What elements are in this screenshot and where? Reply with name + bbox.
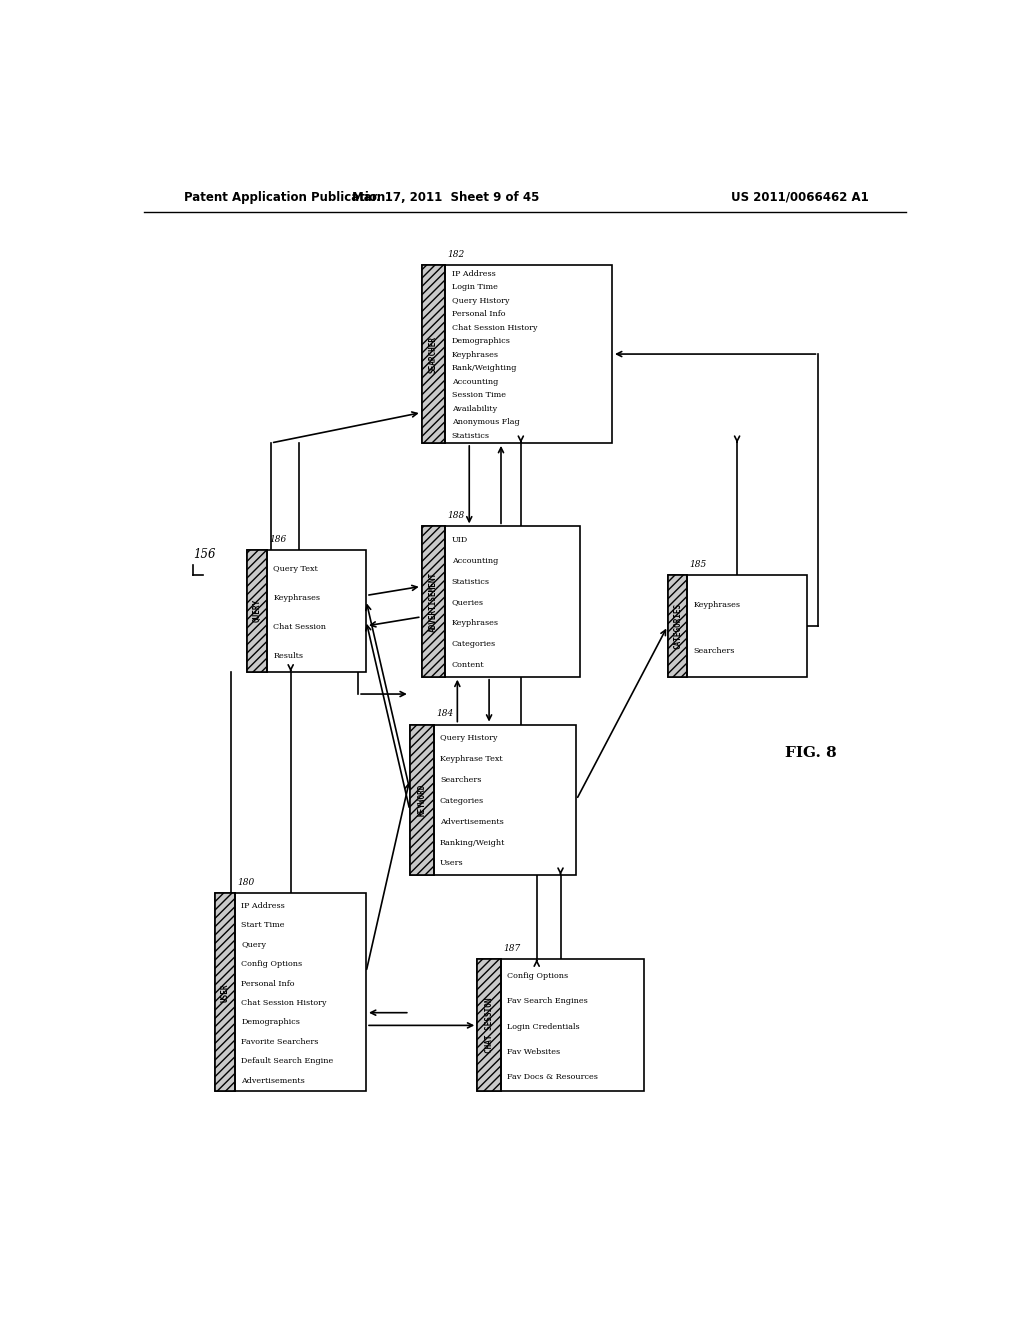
Text: QUERY: QUERY xyxy=(253,599,261,622)
Text: Chat Session History: Chat Session History xyxy=(242,999,327,1007)
Text: Rank/Weighting: Rank/Weighting xyxy=(452,364,517,372)
Text: Patent Application Publication: Patent Application Publication xyxy=(183,190,385,203)
Bar xyxy=(215,894,367,1092)
Text: Query History: Query History xyxy=(452,297,509,305)
Text: Results: Results xyxy=(273,652,303,660)
Text: UID: UID xyxy=(452,536,468,544)
Text: Login Credentials: Login Credentials xyxy=(507,1023,580,1031)
Bar xyxy=(247,549,367,672)
Text: FIG. 8: FIG. 8 xyxy=(784,746,837,760)
Bar xyxy=(422,265,612,444)
Text: 182: 182 xyxy=(447,249,465,259)
Bar xyxy=(215,894,236,1092)
Text: Login Time: Login Time xyxy=(452,284,498,292)
Text: CHAT SESSION: CHAT SESSION xyxy=(484,998,494,1053)
Text: 185: 185 xyxy=(690,560,708,569)
Text: 186: 186 xyxy=(269,535,287,544)
Text: Chat Session History: Chat Session History xyxy=(452,323,538,331)
Bar xyxy=(477,960,501,1092)
Text: Session Time: Session Time xyxy=(452,391,506,399)
Text: Query: Query xyxy=(242,941,266,949)
Text: Demographics: Demographics xyxy=(452,337,511,346)
Text: Personal Info: Personal Info xyxy=(452,310,505,318)
Bar xyxy=(422,265,445,444)
Text: Query History: Query History xyxy=(440,734,498,742)
Text: Start Time: Start Time xyxy=(242,921,285,929)
Text: Searchers: Searchers xyxy=(440,776,481,784)
Text: Advertisements: Advertisements xyxy=(242,1077,305,1085)
Text: Searchers: Searchers xyxy=(694,647,735,655)
Text: KEYWORD: KEYWORD xyxy=(417,784,426,816)
Text: Content: Content xyxy=(452,661,484,669)
Bar xyxy=(410,725,577,875)
Text: Fav Docs & Resources: Fav Docs & Resources xyxy=(507,1073,598,1081)
Text: ADVERTISEMENT: ADVERTISEMENT xyxy=(429,572,438,631)
Text: IP Address: IP Address xyxy=(452,269,496,279)
Bar xyxy=(668,576,807,677)
Text: USER: USER xyxy=(221,983,229,1002)
Text: IP Address: IP Address xyxy=(242,902,286,909)
Text: Accounting: Accounting xyxy=(452,378,498,385)
Bar xyxy=(422,527,445,677)
Text: Statistics: Statistics xyxy=(452,432,489,440)
Text: Anonymous Flag: Anonymous Flag xyxy=(452,418,519,426)
Text: Users: Users xyxy=(440,859,464,867)
Text: 187: 187 xyxy=(504,944,520,953)
Text: Fav Search Engines: Fav Search Engines xyxy=(507,997,588,1006)
Text: Personal Info: Personal Info xyxy=(242,979,295,987)
Text: Availability: Availability xyxy=(452,405,497,413)
Text: 188: 188 xyxy=(447,511,465,520)
Text: Keyphrases: Keyphrases xyxy=(273,594,321,602)
Text: Favorite Searchers: Favorite Searchers xyxy=(242,1038,318,1045)
Text: Ranking/Weight: Ranking/Weight xyxy=(440,838,505,846)
Text: Config Options: Config Options xyxy=(242,960,303,968)
Text: CATEGORIES: CATEGORIES xyxy=(673,603,682,649)
Text: Mar. 17, 2011  Sheet 9 of 45: Mar. 17, 2011 Sheet 9 of 45 xyxy=(352,190,539,203)
Text: 156: 156 xyxy=(194,548,216,561)
Bar xyxy=(410,725,433,875)
Text: Categories: Categories xyxy=(452,640,496,648)
Bar xyxy=(668,576,687,677)
Bar xyxy=(477,960,644,1092)
Bar xyxy=(247,549,267,672)
Text: Keyphrases: Keyphrases xyxy=(452,619,499,627)
Text: Default Search Engine: Default Search Engine xyxy=(242,1057,334,1065)
Text: Advertisements: Advertisements xyxy=(440,817,504,826)
Text: SEARCHER: SEARCHER xyxy=(429,335,438,372)
Text: Categories: Categories xyxy=(440,797,484,805)
Text: Keyphrases: Keyphrases xyxy=(694,601,740,609)
Text: Config Options: Config Options xyxy=(507,972,568,979)
Text: 184: 184 xyxy=(436,709,454,718)
Text: Statistics: Statistics xyxy=(452,578,489,586)
Text: Chat Session: Chat Session xyxy=(273,623,327,631)
Bar xyxy=(422,527,581,677)
Text: Keyphrases: Keyphrases xyxy=(452,351,499,359)
Text: Keyphrase Text: Keyphrase Text xyxy=(440,755,503,763)
Text: 180: 180 xyxy=(238,878,255,887)
Text: Accounting: Accounting xyxy=(452,557,498,565)
Text: Query Text: Query Text xyxy=(273,565,318,573)
Text: Fav Websites: Fav Websites xyxy=(507,1048,560,1056)
Text: Queries: Queries xyxy=(452,598,483,607)
Text: Demographics: Demographics xyxy=(242,1019,300,1027)
Text: US 2011/0066462 A1: US 2011/0066462 A1 xyxy=(731,190,869,203)
